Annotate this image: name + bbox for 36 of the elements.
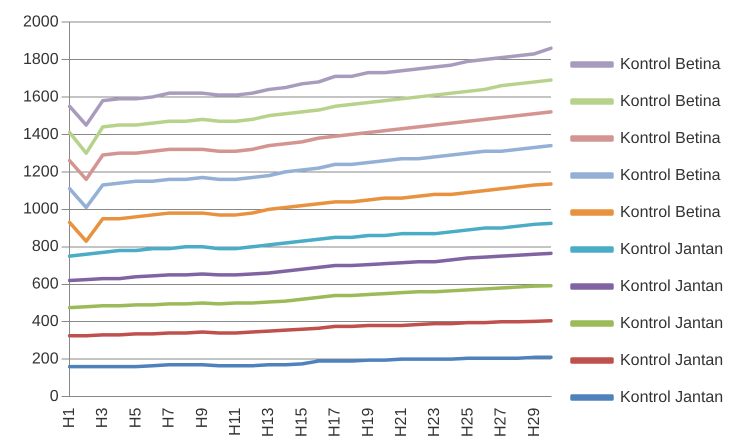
legend-label: Kontrol Betina [620, 166, 721, 184]
legend-label: Kontrol Betina [620, 56, 721, 73]
x-tick-label: H27 [492, 408, 510, 438]
x-tick-label: H25 [459, 408, 476, 438]
x-tick-label: H21 [393, 408, 410, 438]
x-tick-label: H13 [260, 408, 278, 438]
x-tick-label: H1 [61, 408, 78, 428]
legend-label: Kontrol Jantan [620, 240, 724, 258]
y-tick-label: 200 [32, 350, 59, 368]
x-tick-label: H17 [326, 408, 344, 438]
x-tick-label: H3 [94, 408, 112, 428]
y-tick-label: 600 [32, 276, 59, 293]
x-tick-label: H23 [426, 408, 444, 438]
y-tick-label: 0 [50, 388, 59, 406]
legend-label: Kontrol Jantan [620, 388, 724, 406]
x-tick-label: H29 [526, 408, 543, 438]
y-tick-label: 1800 [23, 50, 59, 68]
y-tick-label: 800 [32, 238, 59, 256]
x-tick-label: H15 [293, 408, 310, 438]
y-tick-label: 1600 [23, 88, 59, 106]
y-tick-label: 2000 [23, 13, 59, 30]
legend-label: Kontrol Betina [620, 204, 721, 221]
legend-label: Kontrol Jantan [620, 278, 724, 295]
x-tick-label: H5 [127, 408, 144, 428]
legend-label: Kontrol Jantan [620, 314, 724, 332]
y-tick-label: 1400 [23, 126, 59, 143]
y-tick-label: 1200 [23, 163, 59, 180]
legend-label: Kontrol Betina [620, 92, 721, 110]
y-tick-label: 1000 [23, 200, 59, 218]
x-tick-label: H11 [227, 408, 244, 436]
x-tick-label: H9 [194, 408, 211, 428]
legend-label: Kontrol Jantan [620, 352, 724, 369]
legend-label: Kontrol Betina [620, 130, 721, 147]
y-tick-label: 400 [32, 313, 59, 330]
x-tick-label: H19 [360, 408, 377, 438]
x-tick-label: H7 [160, 408, 178, 428]
